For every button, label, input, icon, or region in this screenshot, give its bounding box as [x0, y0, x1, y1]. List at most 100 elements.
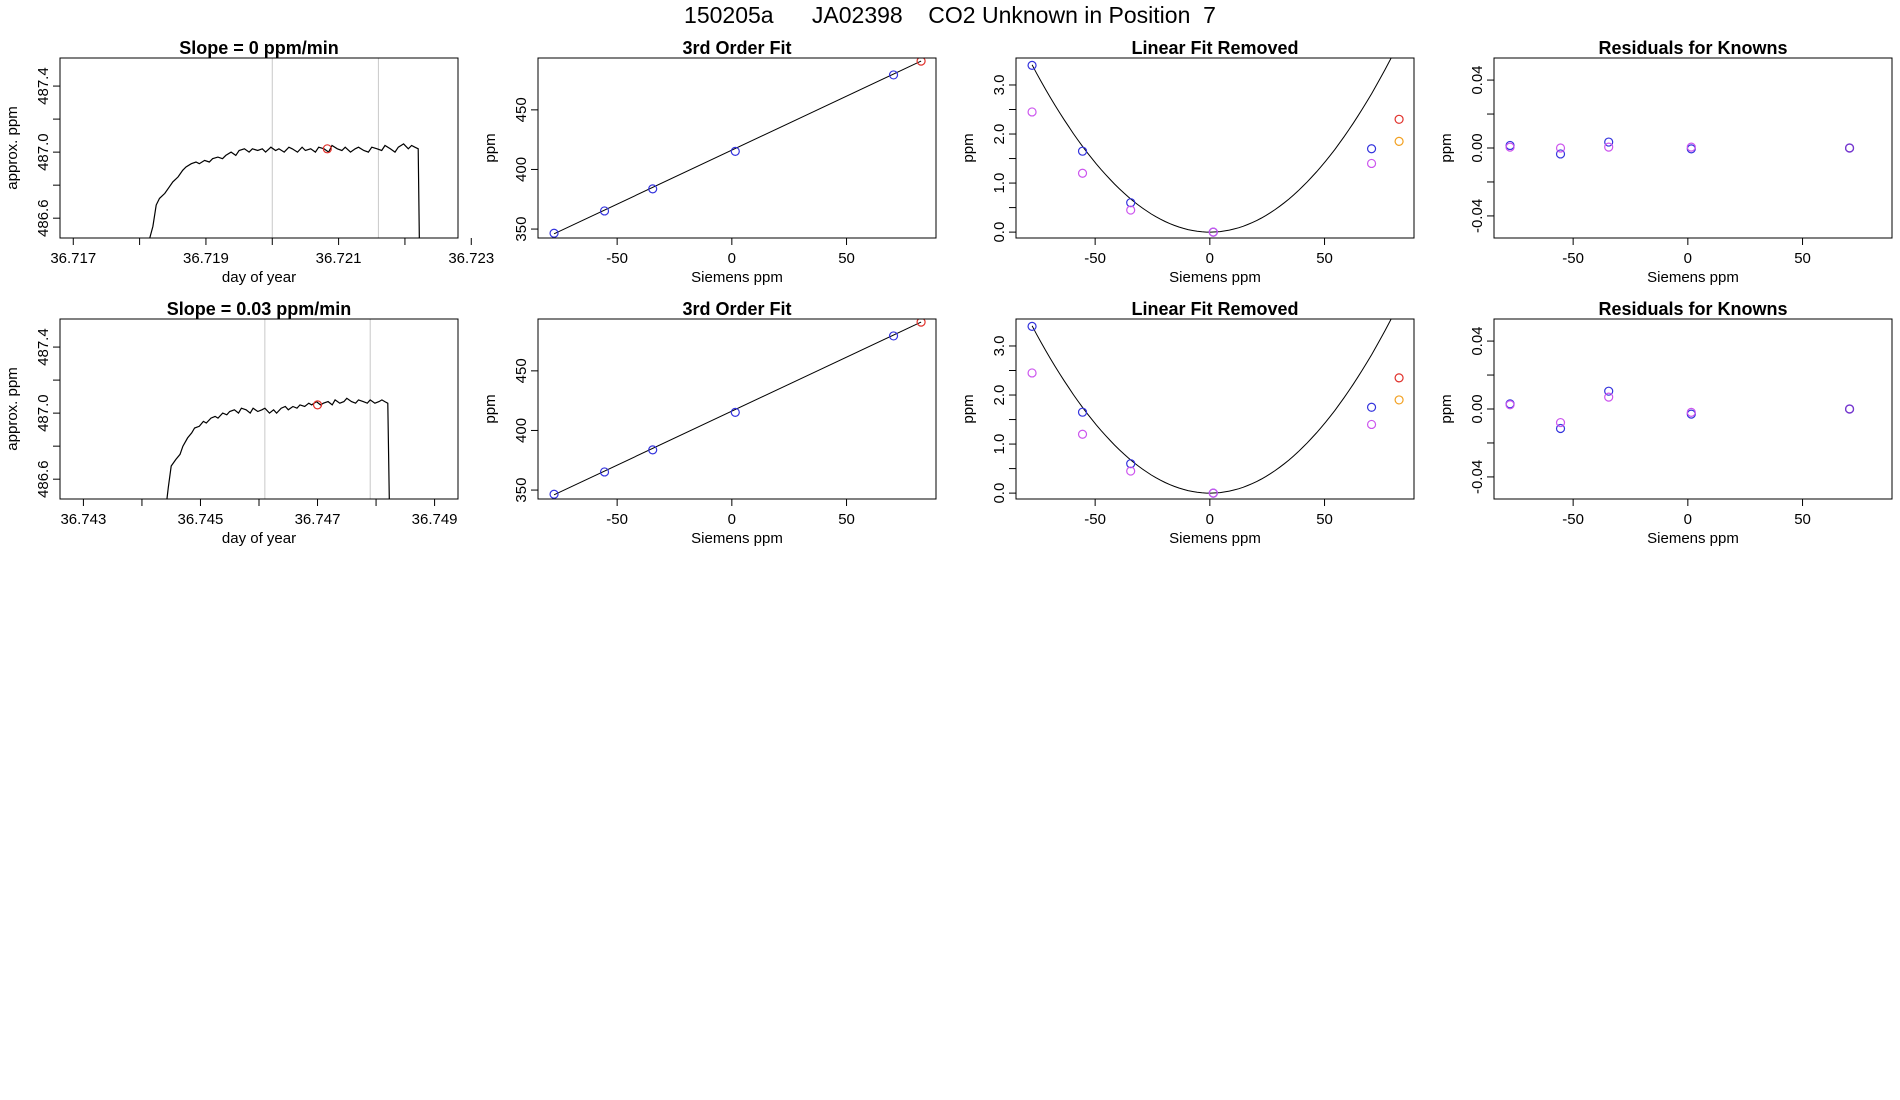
x-tick-label: 0 [1206, 250, 1214, 267]
x-tick-label: 0 [1684, 511, 1692, 528]
y-tick-label: 400 [513, 418, 530, 443]
fit-curve [1031, 58, 1392, 233]
page-title: 150205a JA02398 CO2 Unknown in Position … [684, 2, 1216, 28]
panel-title: Linear Fit Removed [1131, 299, 1298, 319]
x-axis-label: Siemens ppm [1647, 269, 1739, 286]
data-point [1555, 143, 1566, 153]
data-point [549, 228, 559, 238]
panel-5: Slope = 0.03 ppm/min 36.743 36.745 36.747 36… [4, 299, 459, 547]
x-tick-label: -50 [1084, 511, 1106, 528]
panel-7: Linear Fit Removed -50 0 50 0.0 1.0 2.0 3.0 Siem… [960, 299, 1415, 547]
y-axis-label: approx. ppm [4, 106, 21, 189]
x-tick-label: 36.723 [448, 250, 494, 267]
data-point [1604, 386, 1614, 396]
data-point [1366, 402, 1377, 412]
x-tick-label: 36.719 [183, 250, 229, 267]
x-tick-label: 0 [728, 250, 736, 267]
y-axis-label: ppm [482, 394, 499, 423]
data-point [1126, 466, 1136, 476]
y-axis-label: ppm [1438, 133, 1455, 162]
data-point [1126, 205, 1136, 215]
y-tick-label: 2.0 [991, 124, 1008, 145]
panel-2: 3rd Order Fit -50 0 50 350 400 450 Siemens ppm p… [482, 38, 937, 286]
data-point [1394, 136, 1404, 146]
data-point [1077, 146, 1088, 156]
data-point [1555, 423, 1566, 434]
x-axis-label: Siemens ppm [691, 530, 783, 547]
panel-title: Residuals for Knowns [1598, 299, 1787, 319]
x-axis-label: day of year [222, 530, 296, 547]
x-tick-label: -50 [606, 511, 628, 528]
data-point [916, 319, 926, 327]
y-axis-label: ppm [482, 133, 499, 162]
data-point [730, 407, 740, 417]
data-point [1126, 198, 1136, 208]
data-point [1555, 149, 1566, 159]
y-axis-label: ppm [960, 394, 977, 423]
x-tick-label: 36.749 [412, 511, 458, 528]
data-point [1126, 459, 1136, 469]
trace-line [149, 143, 420, 238]
panel-title: Slope = 0.03 ppm/min [167, 299, 352, 319]
data-point [1604, 392, 1614, 402]
data-point [1077, 168, 1088, 178]
y-tick-label: 1.0 [991, 173, 1008, 194]
y-tick-label: 1.0 [991, 434, 1008, 455]
panel-8: Residuals for Knowns -50 0 50 -0.04 0.00 0.04 S… [1438, 299, 1893, 547]
x-tick-label: 0 [1684, 250, 1692, 267]
data-point [916, 58, 926, 66]
data-point [1077, 407, 1088, 417]
x-tick-label: 50 [838, 511, 855, 528]
data-point [1604, 142, 1614, 152]
y-tick-label: 0.00 [1469, 394, 1486, 423]
panel-title: Residuals for Knowns [1598, 38, 1787, 58]
panel-6: 3rd Order Fit -50 0 50 350 400 450 Siemens ppm p… [482, 299, 937, 547]
plot-frame [1493, 57, 1893, 239]
data-point [312, 400, 323, 410]
x-tick-label: 50 [1794, 511, 1811, 528]
data-point [1686, 142, 1696, 152]
y-tick-label: 487.0 [35, 133, 52, 171]
x-tick-label: 36.717 [50, 250, 96, 267]
data-point [1686, 407, 1696, 417]
x-tick-label: 36.721 [316, 250, 362, 267]
data-point [1208, 227, 1218, 237]
y-tick-label: 486.6 [35, 199, 52, 237]
data-point [730, 146, 740, 156]
data-point [1366, 158, 1377, 169]
data-point [1394, 395, 1404, 405]
y-tick-label: 487.0 [35, 394, 52, 432]
panel-title: Linear Fit Removed [1131, 38, 1298, 58]
data-point [1394, 373, 1404, 383]
data-point [549, 489, 559, 499]
y-tick-label: 400 [513, 157, 530, 182]
data-point [1394, 114, 1404, 124]
y-tick-label: 3.0 [991, 336, 1008, 357]
y-tick-label: 450 [513, 358, 530, 383]
x-axis-label: Siemens ppm [1169, 269, 1261, 286]
x-tick-label: -50 [1562, 250, 1584, 267]
plot-frame [1015, 57, 1415, 239]
data-point [1027, 107, 1037, 117]
y-axis-label: ppm [960, 133, 977, 162]
data-point [1208, 488, 1218, 498]
data-point [1844, 143, 1855, 153]
x-tick-label: 36.747 [295, 511, 341, 528]
data-point [322, 144, 332, 154]
y-tick-label: 0.04 [1469, 326, 1486, 355]
data-point [1604, 137, 1614, 147]
fit-curve [1031, 319, 1392, 494]
x-tick-label: 50 [1316, 250, 1333, 267]
x-axis-label: day of year [222, 269, 296, 286]
plot-frame [1015, 318, 1415, 500]
x-tick-label: 50 [1316, 511, 1333, 528]
x-axis-label: Siemens ppm [1647, 530, 1739, 547]
data-point [599, 467, 610, 477]
data-point [1844, 404, 1855, 414]
y-tick-label: 350 [513, 478, 530, 503]
data-point [1027, 368, 1037, 378]
y-tick-label: -0.04 [1469, 460, 1486, 494]
x-axis-label: Siemens ppm [1169, 530, 1261, 547]
data-point [648, 184, 658, 194]
x-tick-label: 0 [728, 511, 736, 528]
